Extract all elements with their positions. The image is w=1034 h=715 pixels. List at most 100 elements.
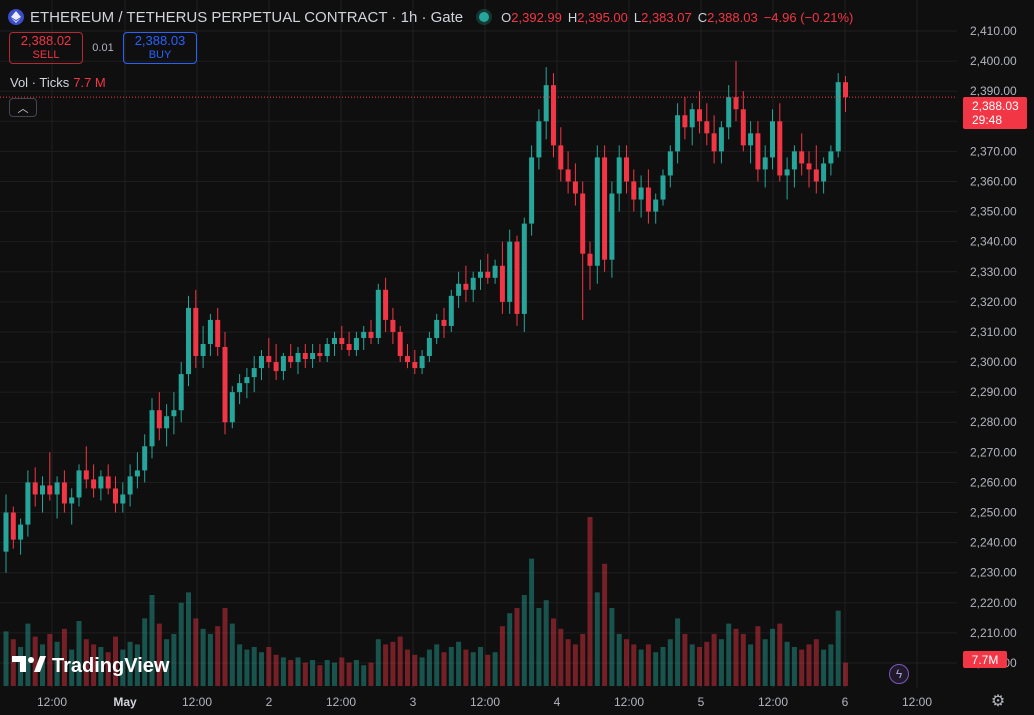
candle-body (485, 271, 491, 278)
price-tick-label: 2,330.00 (970, 265, 1017, 279)
candle-body (426, 337, 432, 357)
volume-bar (478, 647, 483, 686)
last-price-value: 2,388.03 (972, 99, 1019, 113)
volume-bar (178, 602, 184, 686)
candle-body (470, 277, 476, 290)
volume-bar (755, 626, 761, 686)
tradingview-logo[interactable]: TradingView (12, 655, 169, 678)
volume-legend-label: Vol · Ticks (10, 75, 70, 90)
change-value: −4.96 (−0.21%) (763, 9, 854, 25)
collapse-legend-button[interactable]: ︿ (9, 98, 37, 117)
symbol-title[interactable]: ETHEREUM / TETHERUS PERPETUAL CONTRACT ·… (30, 8, 464, 26)
candle-body (478, 271, 483, 278)
close-value: 2,388.03 (707, 9, 758, 25)
time-tick-label: 12:00 (326, 695, 356, 709)
volume-bar (565, 639, 571, 686)
volume-legend[interactable]: Vol · Ticks 7.7 M (10, 75, 106, 90)
volume-bar (551, 618, 556, 686)
open-value: 2,392.99 (511, 9, 562, 25)
sell-button[interactable]: 2,388.02 SELL (9, 32, 83, 64)
volume-bar (259, 652, 264, 686)
ethereum-icon (8, 9, 24, 25)
volume-bar (105, 652, 111, 686)
candle-body (61, 482, 67, 504)
live-status-icon (479, 12, 490, 22)
candle-body (91, 479, 97, 489)
buy-price: 2,388.03 (134, 33, 186, 48)
volume-bar (843, 662, 848, 686)
buy-button[interactable]: 2,388.03 BUY (123, 32, 197, 64)
volume-bar (229, 623, 235, 686)
candle-series (3, 61, 848, 573)
candle-body (193, 307, 199, 357)
candle-body (492, 265, 498, 278)
time-tick-label: 6 (842, 695, 849, 709)
volume-bar (718, 639, 724, 686)
volume-bar (120, 649, 126, 686)
time-tick-label: 4 (554, 695, 561, 709)
candle-body (244, 377, 250, 384)
volume-bar (317, 665, 323, 686)
volume-bar (791, 647, 797, 686)
candle-body (456, 283, 462, 296)
settings-icon[interactable]: ⚙ (990, 693, 1006, 710)
candle-body (288, 356, 294, 363)
time-tick-label: 5 (698, 695, 705, 709)
candle-body (171, 410, 177, 417)
candle-body (346, 343, 352, 351)
high-label: H (567, 9, 578, 25)
price-tick-label: 2,350.00 (970, 205, 1017, 219)
volume-bar (98, 647, 104, 686)
volume-bar (397, 636, 403, 686)
volume-bar (828, 644, 834, 686)
candle-body (251, 368, 257, 378)
candle-body (412, 362, 418, 369)
volume-bar (748, 644, 754, 686)
candle-body (748, 133, 754, 146)
candle-body (536, 121, 542, 158)
volume-bar (638, 649, 644, 686)
volume-bar (616, 634, 622, 686)
volume-bar (83, 639, 89, 686)
volume-bar (499, 626, 505, 686)
volume-bar (514, 608, 520, 686)
volume-bar (237, 644, 243, 686)
volume-bar (266, 647, 272, 686)
volume-bar (470, 652, 476, 686)
volume-bar (667, 639, 673, 686)
chart-grid (0, 0, 957, 688)
high-value: 2,395.00 (577, 9, 628, 25)
candle-body (419, 356, 425, 369)
candle-body (587, 253, 593, 266)
flash-icon[interactable]: ϟ (889, 664, 909, 684)
volume-bar (142, 618, 148, 686)
volume-bar (332, 662, 337, 686)
volume-bar (61, 628, 67, 686)
volume-bar (806, 644, 812, 686)
time-tick-label: 12:00 (37, 695, 67, 709)
volume-bar (653, 652, 659, 686)
volume-bar (47, 634, 53, 686)
time-tick-label: 2 (266, 695, 273, 709)
candle-body (667, 151, 673, 176)
candle-body (543, 85, 549, 122)
volume-bar (200, 628, 206, 686)
volume-bar (273, 654, 279, 686)
candle-body (25, 482, 31, 525)
candle-body (682, 115, 688, 128)
volume-bar (193, 618, 199, 686)
volume-bar (207, 634, 213, 686)
volume-bar (726, 623, 732, 686)
price-tick-label: 2,300.00 (970, 355, 1017, 369)
candle-body (740, 109, 746, 146)
close-label: C (697, 9, 708, 25)
price-tick-label: 2,280.00 (970, 415, 1017, 429)
volume-bar (149, 595, 155, 686)
time-axis[interactable]: 12:00 May 12:00 2 12:00 3 12:00 4 12:00 5 12:00 6 12… (37, 695, 932, 709)
candle-body (499, 265, 505, 302)
candle-body (704, 121, 710, 134)
candle-body (120, 494, 126, 504)
candle-body (835, 82, 841, 152)
volume-bar (91, 644, 97, 686)
